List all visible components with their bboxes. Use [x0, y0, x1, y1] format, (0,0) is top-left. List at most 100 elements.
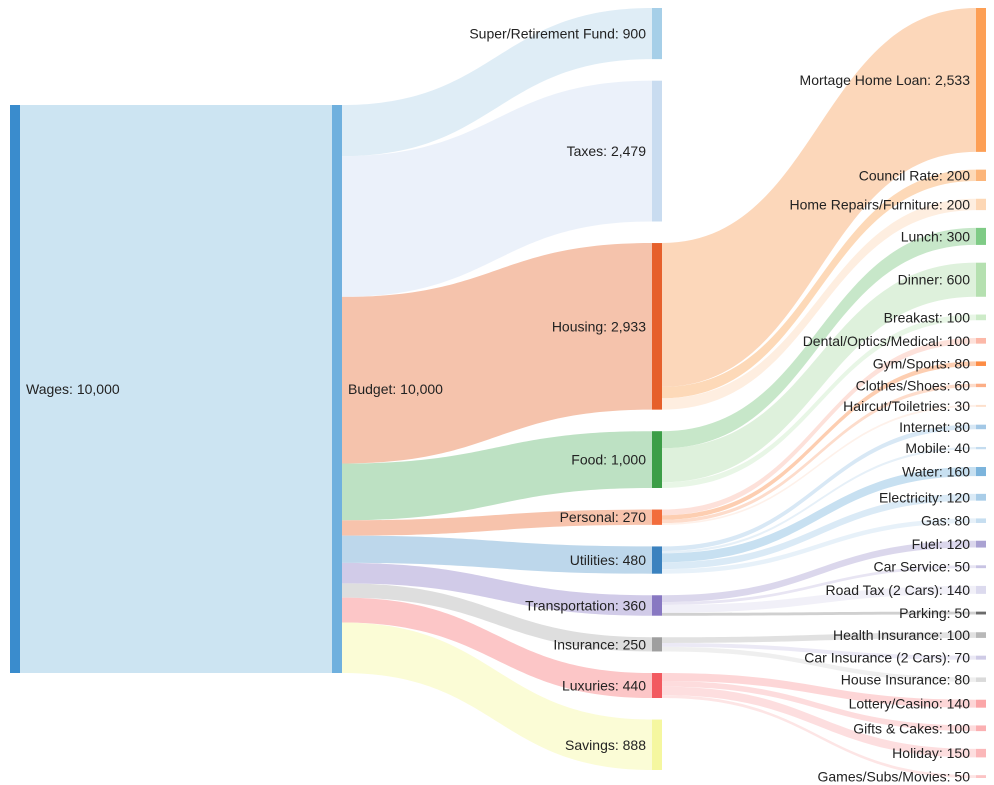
label-carservice: Car Service: 50 — [874, 559, 971, 575]
link-luxuries-lottery[interactable] — [662, 673, 976, 708]
link-housing-council[interactable] — [662, 169, 976, 399]
node-roadtax[interactable] — [976, 585, 986, 594]
link-personal-gym[interactable] — [662, 361, 976, 520]
node-personal[interactable] — [652, 509, 662, 525]
node-holiday[interactable] — [976, 748, 986, 758]
node-super[interactable] — [652, 8, 662, 60]
label-transportation: Transportation: 360 — [525, 597, 646, 613]
node-transportation[interactable] — [652, 595, 662, 616]
link-luxuries-holiday[interactable] — [662, 686, 976, 758]
node-electricity[interactable] — [976, 493, 986, 501]
node-games[interactable] — [976, 775, 986, 778]
node-budget[interactable] — [332, 105, 342, 673]
link-budget-food[interactable] — [342, 431, 652, 521]
node-healthins[interactable] — [976, 632, 986, 638]
label-mortgage: Mortage Home Loan: 2,533 — [800, 72, 971, 88]
link-utilities-internet[interactable] — [662, 424, 976, 551]
label-gifts: Gifts & Cakes: 100 — [853, 720, 970, 736]
node-carservice[interactable] — [976, 565, 986, 569]
labels-layer: Wages: 10,000 Budget: 10,000 Super/Retirem… — [26, 26, 970, 785]
label-electricity: Electricity: 120 — [879, 489, 970, 505]
link-utilities-water[interactable] — [662, 466, 976, 563]
link-utilities-electricity[interactable] — [662, 493, 976, 570]
node-gym[interactable] — [976, 361, 986, 366]
node-council[interactable] — [976, 169, 986, 181]
link-insurance-houseins[interactable] — [662, 646, 976, 682]
label-housing: Housing: 2,933 — [552, 318, 646, 334]
link-personal-clothes[interactable] — [662, 383, 976, 524]
link-budget-taxes[interactable] — [342, 80, 652, 297]
node-breakfast[interactable] — [976, 314, 986, 321]
link-housing-mortgage[interactable] — [662, 8, 976, 387]
link-insurance-healthins[interactable] — [662, 632, 976, 643]
node-utilities[interactable] — [652, 546, 662, 574]
node-dental[interactable] — [976, 337, 986, 344]
link-insurance-carins[interactable] — [662, 642, 976, 660]
link-personal-dental[interactable] — [662, 337, 976, 516]
link-budget-luxuries[interactable] — [342, 597, 652, 699]
link-food-breakfast[interactable] — [662, 314, 976, 488]
label-gym: Gym/Sports: 80 — [873, 356, 970, 372]
link-budget-utilities[interactable] — [342, 535, 652, 574]
node-internet[interactable] — [976, 424, 986, 430]
node-savings[interactable] — [652, 719, 662, 770]
link-budget-savings[interactable] — [342, 622, 652, 770]
link-utilities-mobile[interactable] — [662, 446, 976, 554]
link-budget-insurance[interactable] — [342, 583, 652, 652]
node-lunch[interactable] — [976, 227, 986, 245]
label-healthins: Health Insurance: 100 — [833, 627, 970, 643]
node-wages[interactable] — [10, 105, 20, 673]
link-utilities-gas[interactable] — [662, 518, 976, 574]
label-fuel: Fuel: 120 — [912, 536, 971, 552]
label-savings: Savings: 888 — [565, 737, 646, 753]
link-personal-haircut[interactable] — [662, 404, 976, 525]
node-gifts[interactable] — [976, 725, 986, 732]
label-lottery: Lottery/Casino: 140 — [849, 696, 971, 712]
link-food-lunch[interactable] — [662, 227, 976, 449]
link-housing-homerepairs[interactable] — [662, 198, 976, 410]
node-food[interactable] — [652, 431, 662, 488]
label-food: Food: 1,000 — [571, 452, 646, 468]
label-lunch: Lunch: 300 — [901, 228, 970, 244]
label-internet: Internet: 80 — [899, 419, 970, 435]
node-insurance[interactable] — [652, 637, 662, 652]
link-luxuries-games[interactable] — [662, 695, 976, 778]
node-clothes[interactable] — [976, 383, 986, 388]
link-transportation-carservice[interactable] — [662, 565, 976, 605]
node-luxuries[interactable] — [652, 673, 662, 699]
link-luxuries-gifts[interactable] — [662, 680, 976, 732]
node-carins[interactable] — [976, 655, 986, 660]
node-dinner[interactable] — [976, 262, 986, 297]
link-transportation-fuel[interactable] — [662, 540, 976, 603]
label-haircut: Haircut/Toiletries: 30 — [843, 398, 970, 414]
link-budget-personal[interactable] — [342, 509, 652, 536]
node-homerepairs[interactable] — [976, 198, 986, 211]
link-transportation-parking[interactable] — [662, 611, 976, 616]
node-water[interactable] — [976, 466, 986, 477]
node-mobile[interactable] — [976, 446, 986, 450]
node-gas[interactable] — [976, 518, 986, 523]
link-transportation-roadtax[interactable] — [662, 585, 976, 613]
node-housing[interactable] — [652, 243, 662, 410]
nodes-layer — [10, 8, 986, 778]
label-personal: Personal: 270 — [560, 509, 647, 525]
label-super: Super/Retirement Fund: 900 — [469, 26, 646, 42]
link-food-dinner[interactable] — [662, 262, 976, 483]
link-budget-super[interactable] — [342, 8, 652, 157]
node-fuel[interactable] — [976, 540, 986, 548]
node-taxes[interactable] — [652, 80, 662, 222]
node-lottery[interactable] — [976, 699, 986, 708]
node-haircut[interactable] — [976, 404, 986, 407]
link-wages-budget[interactable] — [20, 105, 332, 673]
node-parking[interactable] — [976, 611, 986, 615]
link-budget-transportation[interactable] — [342, 562, 652, 616]
label-dental: Dental/Optics/Medical: 100 — [803, 333, 971, 349]
node-mortgage[interactable] — [976, 8, 986, 152]
node-houseins[interactable] — [976, 677, 986, 682]
label-breakfast: Breakast: 100 — [884, 309, 971, 325]
links-layer — [20, 8, 976, 778]
link-budget-housing[interactable] — [342, 243, 652, 464]
label-insurance: Insurance: 250 — [553, 636, 646, 652]
